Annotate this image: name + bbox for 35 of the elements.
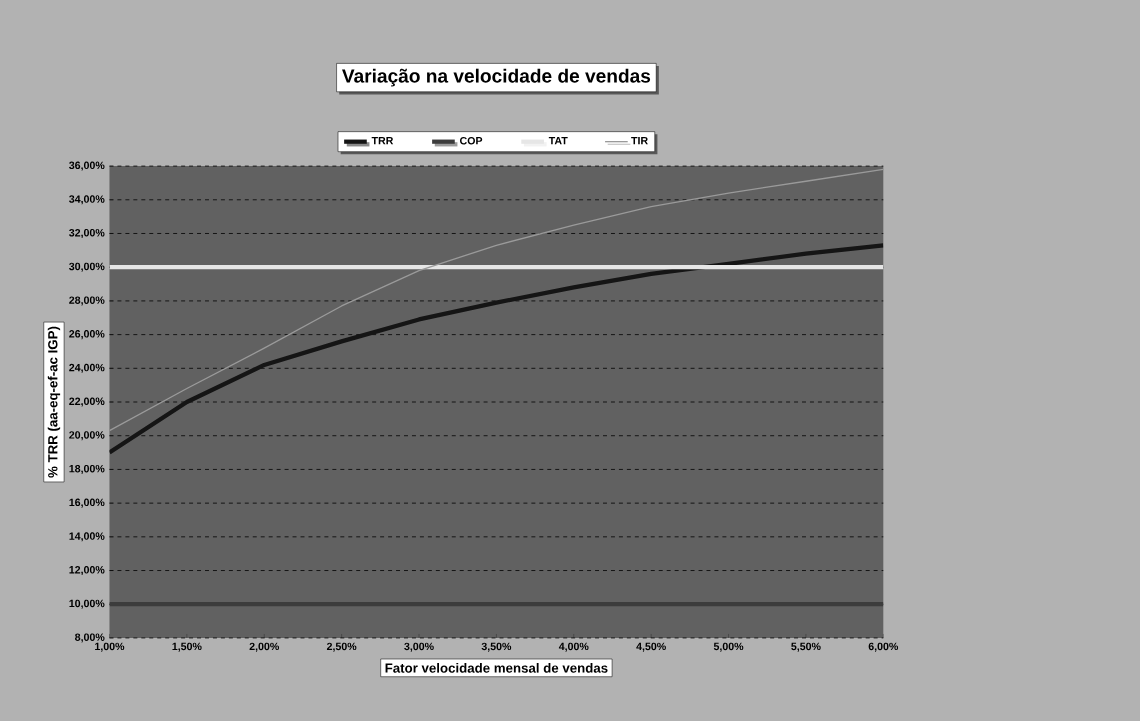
y-tick-label: 34,00% [69,195,105,205]
legend-label: TIR [631,137,648,145]
legend-label: COP [459,136,483,145]
y-tick-label: 26,00% [69,330,105,340]
y-tick-label: 32,00% [69,228,105,239]
x-tick-label: 3,00% [404,642,434,652]
y-tick-label: 24,00% [69,363,105,373]
y-tick-label: 12,00% [69,566,105,576]
line-series [109,243,884,455]
legend-label: TRR [371,137,394,145]
x-tick-label: 1,00% [95,642,125,652]
x-tick-label: 5,00% [713,642,744,652]
y-tick-label: 22,00% [69,397,105,407]
x-tick-label: 6,00% [868,642,899,652]
y-tick-label: 8,00% [75,633,105,643]
x-tick-label: 2,50% [326,642,357,652]
chart-title: Variação na velocidade de vendas [342,68,651,87]
y-tick-label: 16,00% [69,498,105,508]
y-tick-label: 18,00% [69,464,105,474]
x-tick-label: 4,50% [636,642,666,652]
y-tick-label: 28,00% [69,296,105,306]
y-tick-label: 30,00% [69,262,105,272]
y-axis-title: % TRR (aa-eq-ef-ac IGP) [47,326,61,478]
line-series [109,168,884,432]
y-tick-label: 20,00% [69,431,105,441]
x-tick-label: 2,00% [249,642,280,652]
x-axis-title: Fator velocidade mensal de vendas [385,663,608,673]
y-tick-label: 10,00% [69,599,105,609]
x-tick-label: 3,50% [481,642,512,652]
x-tick-label: 1,50% [172,642,202,652]
y-tick-label: 14,00% [69,532,105,542]
x-tick-label: 4,00% [558,642,589,652]
x-tick-label: 5,50% [791,642,821,652]
y-tick-label: 36,00% [69,161,105,171]
legend-label: TAT [548,137,568,145]
